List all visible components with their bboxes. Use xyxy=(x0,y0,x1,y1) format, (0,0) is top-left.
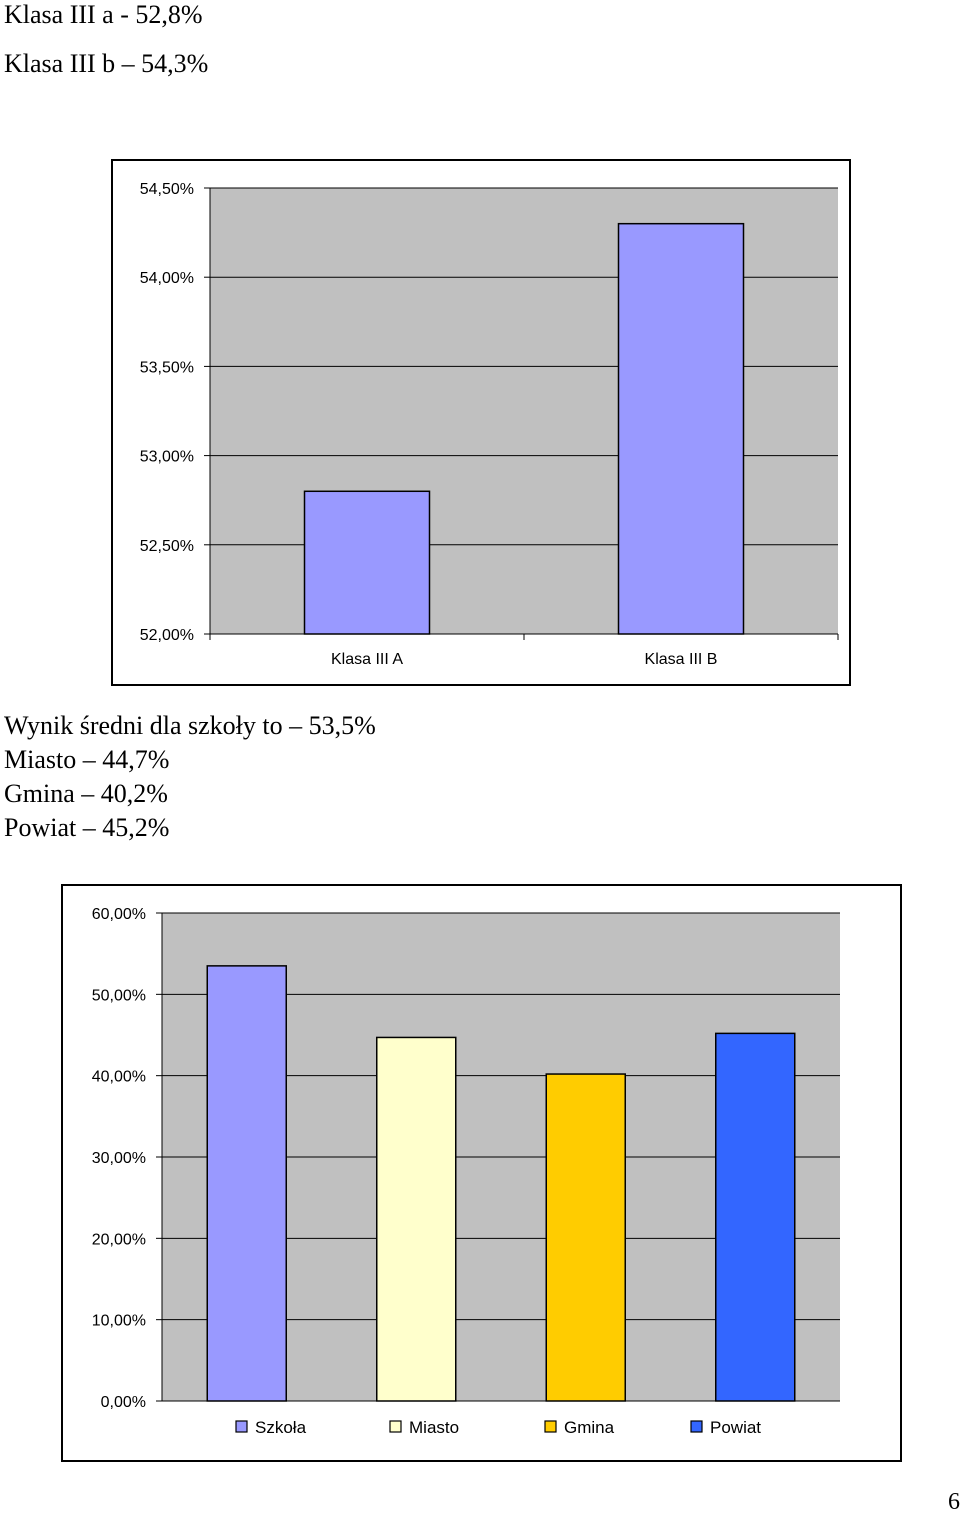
bar-klasa-iii-a xyxy=(303,490,431,635)
commune-average-text: Gmina – 40,2% xyxy=(4,779,168,808)
y-tick-label: 0,00% xyxy=(101,1394,146,1411)
legend-swatch xyxy=(544,1420,557,1433)
county-average-text: Powiat – 45,2% xyxy=(4,813,170,842)
city-average-text: Miasto – 44,7% xyxy=(4,745,170,774)
legend-swatch xyxy=(389,1420,402,1433)
class-a-result: Klasa III a - 52,8% xyxy=(4,0,203,29)
comparison-chart-svg: 60,00% 50,00% 40,00% 30,00% 20,00% 10,00% 0,00… xyxy=(92,906,840,1437)
legend-label: Gmina xyxy=(564,1418,615,1437)
y-tick-label: 54,00% xyxy=(140,270,194,287)
y-tick-label: 50,00% xyxy=(92,987,146,1004)
y-tick-label: 10,00% xyxy=(92,1313,146,1330)
class-b-result: Klasa III b – 54,3% xyxy=(4,49,209,78)
x-category-label: Klasa III B xyxy=(645,651,718,668)
y-tick-label: 54,50% xyxy=(140,181,194,198)
bar-powiat xyxy=(715,1032,796,1402)
comparison-chart: 60,00% 50,00% 40,00% 30,00% 20,00% 10,00% 0,00… xyxy=(61,884,902,1462)
legend-swatch xyxy=(690,1420,703,1433)
y-tick-label: 20,00% xyxy=(92,1231,146,1248)
y-tick-label: 40,00% xyxy=(92,1069,146,1086)
x-category-label: Klasa III A xyxy=(331,651,403,668)
class-results-chart-svg: 54,50% 54,00% 53,50% 53,00% 52,50% 52,00% Klas… xyxy=(140,181,839,668)
bar-klasa-iii-b xyxy=(617,222,745,635)
bar-gmina xyxy=(545,1073,626,1402)
school-average-text: Wynik średni dla szkoły to – 53,5% xyxy=(4,711,376,740)
legend-swatch xyxy=(235,1420,248,1433)
legend-label: Szkoła xyxy=(255,1418,307,1437)
y-tick-label: 60,00% xyxy=(92,906,146,923)
bar-miasto xyxy=(376,1036,457,1402)
class-results-chart: 54,50% 54,00% 53,50% 53,00% 52,50% 52,00% Klas… xyxy=(111,159,851,686)
y-tick-label: 53,00% xyxy=(140,449,194,466)
y-tick-label: 30,00% xyxy=(92,1150,146,1167)
bar-szkoła xyxy=(206,965,287,1402)
page-number: 6 xyxy=(948,1489,960,1515)
legend-label: Miasto xyxy=(409,1418,459,1437)
y-tick-label: 53,50% xyxy=(140,359,194,376)
legend-label: Powiat xyxy=(710,1418,761,1437)
y-tick-label: 52,00% xyxy=(140,627,194,644)
y-tick-label: 52,50% xyxy=(140,538,194,555)
